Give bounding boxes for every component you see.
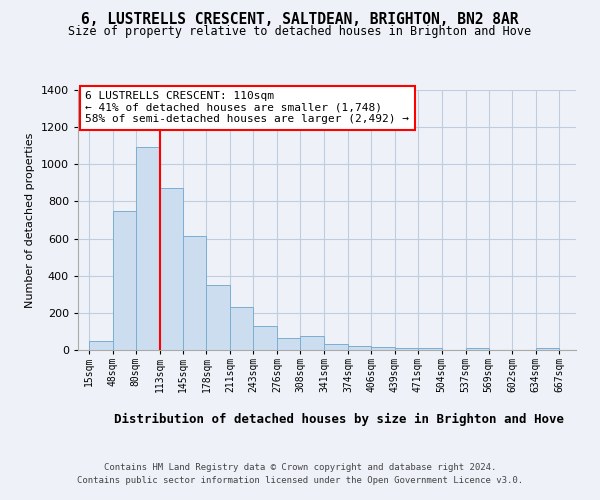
Bar <box>348 346 371 350</box>
Bar <box>160 188 182 350</box>
Bar <box>206 285 230 350</box>
Bar <box>395 348 418 350</box>
Text: Contains public sector information licensed under the Open Government Licence v3: Contains public sector information licen… <box>77 476 523 485</box>
Bar <box>536 348 559 350</box>
Bar <box>89 340 113 350</box>
Bar <box>300 336 324 350</box>
Bar <box>136 146 160 350</box>
Text: Contains HM Land Registry data © Crown copyright and database right 2024.: Contains HM Land Registry data © Crown c… <box>104 462 496 471</box>
Bar <box>277 338 300 350</box>
Bar <box>466 348 488 350</box>
Y-axis label: Number of detached properties: Number of detached properties <box>25 132 35 308</box>
Bar <box>324 344 348 350</box>
Bar <box>113 210 136 350</box>
Text: 6, LUSTRELLS CRESCENT, SALTDEAN, BRIGHTON, BN2 8AR: 6, LUSTRELLS CRESCENT, SALTDEAN, BRIGHTO… <box>81 12 519 28</box>
Bar <box>230 308 253 350</box>
Text: Size of property relative to detached houses in Brighton and Hove: Size of property relative to detached ho… <box>68 25 532 38</box>
Bar <box>371 347 395 350</box>
Bar <box>253 326 277 350</box>
Bar <box>182 236 206 350</box>
Text: Distribution of detached houses by size in Brighton and Hove: Distribution of detached houses by size … <box>114 412 564 426</box>
Bar <box>418 348 442 350</box>
Text: 6 LUSTRELLS CRESCENT: 110sqm
← 41% of detached houses are smaller (1,748)
58% of: 6 LUSTRELLS CRESCENT: 110sqm ← 41% of de… <box>85 92 409 124</box>
